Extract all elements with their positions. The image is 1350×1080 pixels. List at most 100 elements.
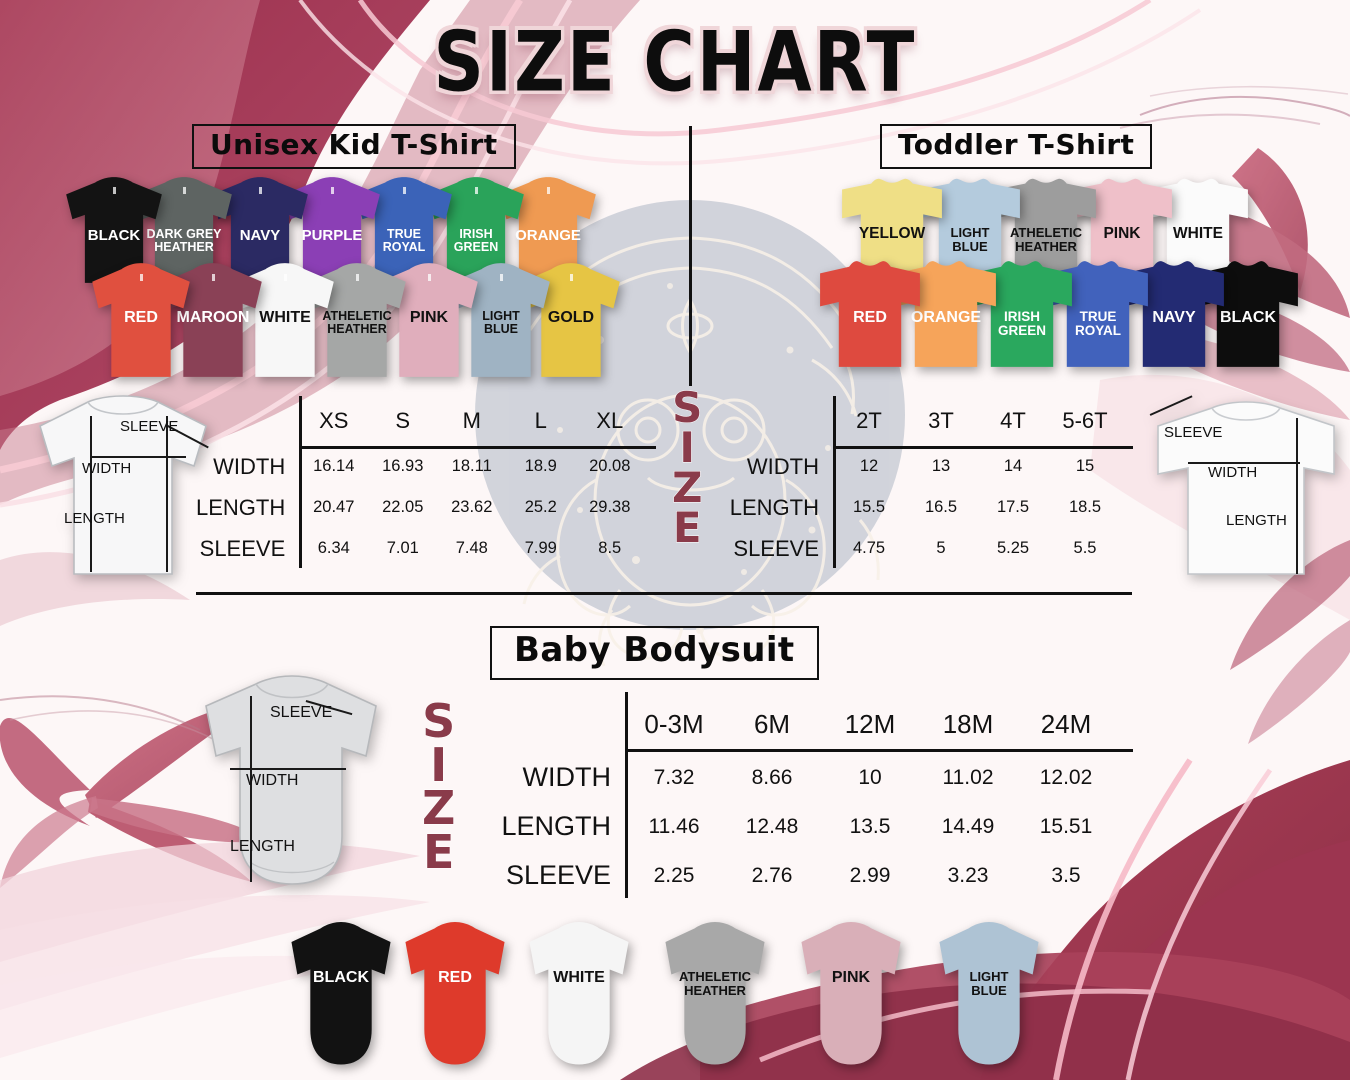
measurement-value: 12.48 [745,814,799,838]
diagram-label-width: WIDTH [82,460,132,477]
color-swatch-shirt: BLACK [282,922,400,1072]
measurement-value: 23.62 [451,498,493,516]
collar-tag [569,273,573,281]
measurement-value: 11.46 [648,814,700,838]
size-column-header: XS [319,408,349,433]
measurement-row-label: LENGTH [501,811,611,841]
size-column-header: 3T [928,408,954,433]
size-column-header: XL [596,408,624,433]
table-corner-cell [495,696,625,753]
diagram-label-length: LENGTH [64,510,125,527]
table-row: LENGTH 20.47 22.05 23.62 25.2 29.38 [196,487,644,528]
color-swatch-shirt: WHITE [520,922,638,1072]
measurement-value: 22.05 [382,498,424,516]
size-letter: S [672,383,703,432]
collar-tag [474,186,478,194]
table-header-row: 0-3M 6M 12M 18M 24M [495,696,1115,753]
toddler-size-table: 2T 3T 4T 5-6T WIDTH 12 13 14 15 LENGTH 15.5 16.5 17.… [700,396,1121,569]
unisex-table-vrule [299,396,302,568]
measurement-row-label: LENGTH [196,494,286,520]
measurement-value: 16.14 [313,457,355,475]
collar-tag [355,273,359,281]
collar-tag [283,273,287,281]
size-column-header: 18M [942,709,994,739]
color-swatch-shirt: RED [396,922,514,1072]
measurement-value: 5.25 [996,539,1030,557]
table-corner-cell [196,396,299,446]
size-column-header: 5-6T [1062,408,1108,433]
measurement-value: 14 [1003,457,1023,475]
unisex-table-hrule [299,446,656,449]
color-swatch-shirt: PINK [792,922,910,1072]
bodysuit-table-hrule [625,749,1133,752]
color-swatch-shirt: RED [88,262,194,378]
measurement-value: 29.38 [589,498,631,516]
diagram-label-length: LENGTH [1226,512,1287,529]
size-letter: E [422,825,455,880]
diagram-label-sleeve: SLEEVE [270,704,333,721]
size-column-header: 6M [753,709,791,739]
measurement-value: 11.02 [942,765,994,789]
measurement-value: 4.75 [852,539,886,557]
size-column-header: S [395,408,411,433]
size-column-header: 0-3M [644,709,704,739]
measurement-row-label: WIDTH [213,453,286,479]
size-column-header: M [462,408,481,433]
measurement-diagram-bodysuit: SLEEVE WIDTH LENGTH [188,672,394,908]
table-row: LENGTH 15.5 16.5 17.5 18.5 [700,487,1121,528]
collar-tag [499,273,503,281]
size-letter: Z [671,462,703,512]
table-row: SLEEVE 2.25 2.76 2.99 3.23 3.5 [495,851,1115,900]
table-row: SLEEVE 4.75 5 5.25 5.5 [700,528,1121,569]
measurement-row-label: SLEEVE [199,535,286,561]
collar-tag [182,186,186,194]
table-row: WIDTH 12 13 14 15 [700,446,1121,487]
size-column-header: 2T [856,408,882,433]
collar-tag [258,186,262,194]
table-header-row: 2T 3T 4T 5-6T [700,396,1121,446]
toddler-table-hrule [833,446,1133,449]
measurement-value: 16.5 [924,498,958,516]
measurement-row-label: LENGTH [729,494,819,520]
divider-horizontal-middle [196,592,1132,595]
measurement-row-label: WIDTH [746,453,819,479]
measurement-value: 20.08 [589,457,631,475]
color-swatch-shirt: ATHELETIC HEATHER [656,922,774,1072]
section-heading-toddler: Toddler T-Shirt [880,124,1153,169]
size-column-header: 24M [1040,709,1092,739]
page-title: SIZE CHART [433,14,917,111]
measurement-value: 8.66 [751,765,793,789]
collar-tag [139,273,143,281]
measurement-value: 18.5 [1068,498,1102,516]
measurement-value: 5.5 [1073,539,1097,557]
measurement-value: 6.34 [317,539,350,557]
collar-tag [546,186,550,194]
measurement-value: 20.47 [313,498,355,516]
measurement-value: 16.93 [382,457,424,475]
color-swatch-shirt: LIGHT BLUE [930,922,1048,1072]
size-word-vertical-top: S I Z E [671,383,703,549]
measurement-value: 18.11 [451,457,492,475]
measurement-value: 18.9 [524,457,557,475]
table-header-row: XS S M L XL [196,396,644,446]
measurement-value: 7.48 [455,539,488,557]
measurement-value: 7.01 [386,539,419,557]
measurement-value: 7.99 [524,539,557,557]
measurement-value: 7.32 [653,765,695,789]
measurement-value: 13.5 [849,814,891,838]
collar-tag [330,186,334,194]
measurement-diagram-unisex: SLEEVE WIDTH LENGTH [30,392,216,580]
collar-tag [427,273,431,281]
divider-vertical-top [689,126,692,386]
collar-tag [112,186,116,194]
table-row: SLEEVE 6.34 7.01 7.48 7.99 8.5 [196,528,644,569]
bodysuit-size-table: 0-3M 6M 12M 18M 24M WIDTH 7.32 8.66 10 11.02 12.02… [495,696,1115,900]
measurement-value: 25.2 [524,498,557,516]
diagram-label-sleeve: SLEEVE [120,418,179,435]
table-corner-cell [700,396,833,446]
size-word-vertical-bottom: S I Z E [421,698,455,880]
measurement-value: 5 [936,539,946,557]
unisex-size-table: XS S M L XL WIDTH 16.14 16.93 18.11 18.9 20.08 LENG… [196,396,644,569]
measurement-value: 15.51 [1039,814,1093,838]
diagram-label-length: LENGTH [230,838,295,855]
